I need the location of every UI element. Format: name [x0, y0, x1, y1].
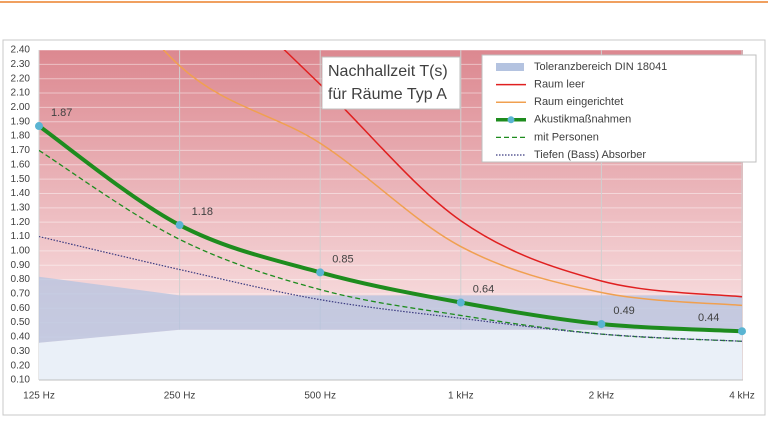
data-label: 0.44: [698, 312, 719, 324]
y-tick-label: 0.10: [11, 375, 31, 386]
data-point: [597, 320, 606, 329]
y-tick-label: 1.60: [11, 159, 31, 170]
y-tick-label: 2.20: [11, 73, 31, 84]
x-tick-label: 250 Hz: [164, 391, 196, 402]
legend-label: Raum eingerichtet: [534, 96, 623, 108]
data-point: [316, 268, 325, 277]
legend-label: Raum leer: [534, 79, 585, 91]
y-tick-label: 0.50: [11, 317, 31, 328]
y-tick-label: 0.80: [11, 274, 31, 285]
data-label: 0.85: [332, 253, 353, 265]
data-point: [738, 327, 746, 336]
y-tick-label: 2.10: [11, 88, 31, 99]
series-line: [162, 50, 743, 307]
legend-box: [481, 54, 757, 163]
data-point: [175, 221, 184, 230]
series-line: [39, 235, 743, 342]
y-tick-label: 0.40: [11, 332, 31, 343]
data-point: [35, 122, 43, 131]
series-line: [283, 50, 743, 298]
y-tick-label: 1.80: [11, 131, 31, 142]
legend-marker: [507, 116, 515, 124]
data-label: 1.18: [192, 206, 213, 218]
chart-title: für Räume Typ A: [328, 86, 447, 103]
y-tick-label: 1.50: [11, 174, 31, 185]
x-tick-label: 1 kHz: [448, 391, 474, 402]
y-tick-label: 1.70: [11, 145, 31, 156]
y-tick-label: 0.20: [11, 360, 31, 371]
y-tick-label: 0.70: [11, 289, 31, 300]
data-point: [456, 298, 465, 307]
chart-title: Nachhallzeit T(s): [328, 63, 448, 80]
y-tick-label: 1.20: [11, 217, 31, 228]
y-tick-label: 0.90: [11, 260, 31, 271]
y-tick-label: 1.30: [11, 202, 31, 213]
tolerance-band: [39, 276, 742, 343]
legend-label: Tiefen (Bass) Absorber: [534, 149, 646, 161]
legend-label: Akustikmaßnahmen: [534, 114, 631, 126]
y-tick-label: 1.00: [11, 246, 31, 257]
y-tick-label: 0.60: [11, 303, 31, 314]
legend-label: mit Personen: [534, 131, 599, 143]
legend-swatch: [496, 63, 524, 71]
below-band: [39, 329, 742, 380]
y-tick-label: 1.10: [11, 231, 31, 242]
title-box: [321, 56, 461, 110]
x-tick-label: 4 kHz: [729, 391, 755, 402]
data-label: 0.64: [473, 283, 494, 295]
series-line: [39, 124, 743, 334]
x-tick-label: 2 kHz: [589, 391, 615, 402]
data-label: 1.87: [51, 107, 72, 119]
data-label: 0.49: [613, 305, 634, 317]
y-tick-label: 2.30: [11, 59, 31, 70]
y-tick-label: 1.40: [11, 188, 31, 199]
legend-label: Toleranzbereich DIN 18041: [534, 61, 667, 73]
y-tick-label: 0.30: [11, 346, 31, 357]
x-tick-label: 500 Hz: [304, 391, 336, 402]
y-tick-label: 2.00: [11, 102, 31, 113]
y-tick-label: 1.90: [11, 116, 31, 127]
series-line: [39, 149, 743, 342]
x-tick-label: 125 Hz: [23, 391, 55, 402]
y-tick-label: 2.40: [11, 45, 31, 56]
